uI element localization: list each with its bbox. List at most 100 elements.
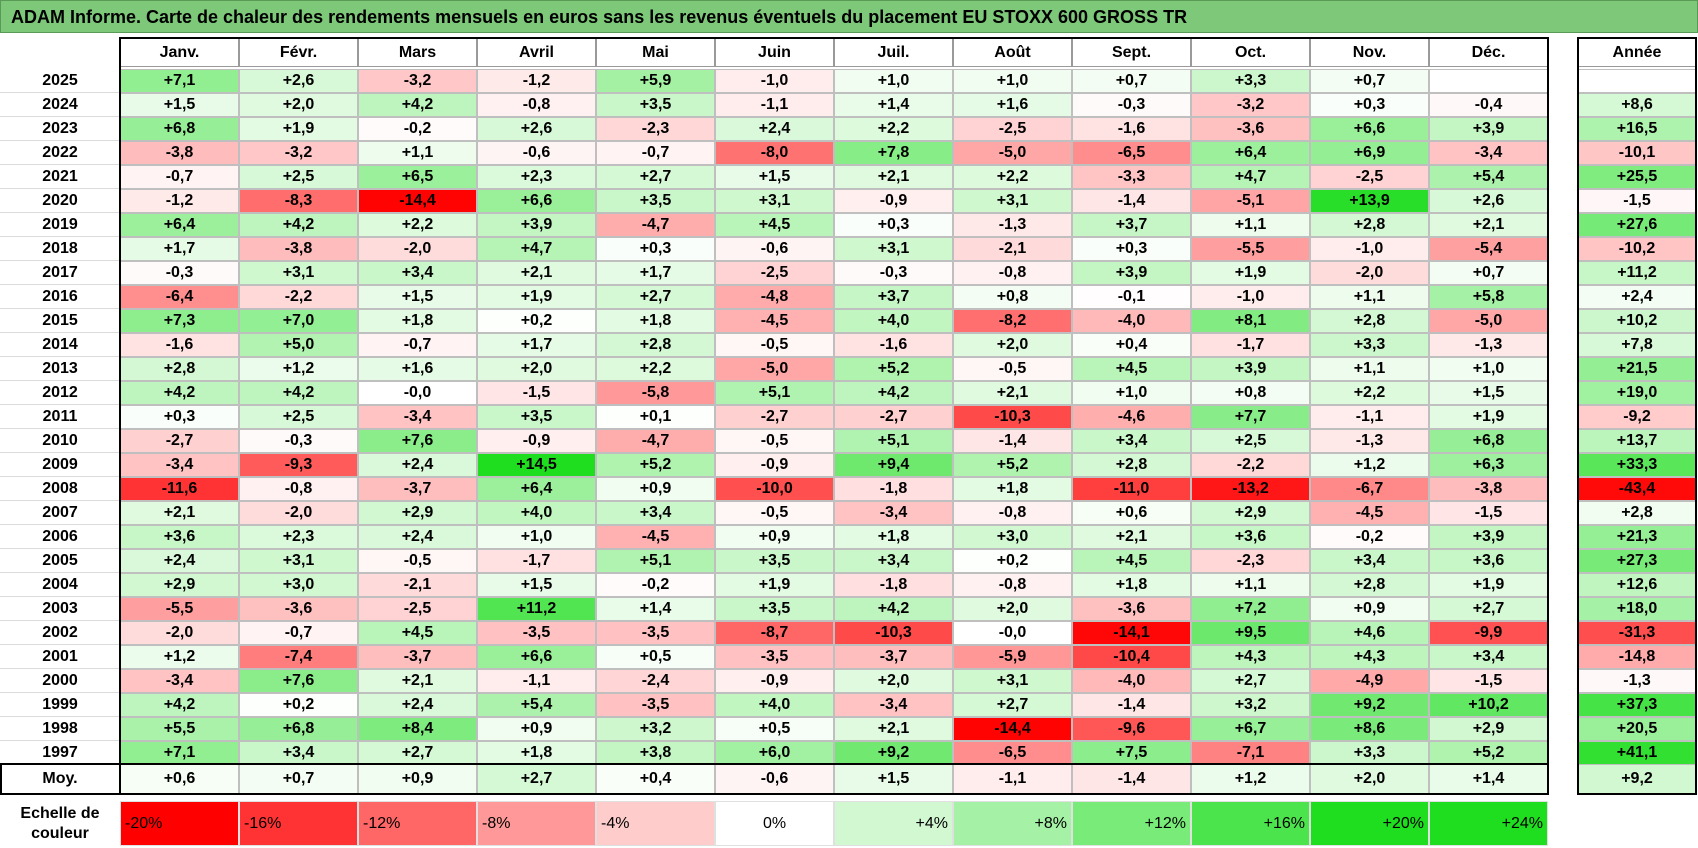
heatmap-cell: -0,8 [953, 573, 1072, 597]
average-cell: +2,7 [477, 764, 596, 794]
heatmap-cell: -3,6 [1072, 597, 1191, 621]
heatmap-cell: +2,7 [1191, 669, 1310, 693]
heatmap-cell: +2,2 [358, 213, 477, 237]
heatmap-cell: +2,0 [953, 333, 1072, 357]
year-label: 2025 [0, 69, 120, 93]
heatmap-cell: +2,7 [358, 741, 477, 765]
year-label: 2022 [0, 141, 120, 165]
heatmap-cell: +0,6 [1072, 501, 1191, 525]
heatmap-cell: -5,5 [120, 597, 239, 621]
scale-cell: +4% [834, 801, 953, 846]
heatmap-cell: +7,8 [834, 141, 953, 165]
heatmap-cell: +4,2 [239, 213, 358, 237]
heatmap-cell: -0,9 [715, 453, 834, 477]
heatmap-cell: -0,5 [953, 357, 1072, 381]
month-header: Déc. [1429, 38, 1548, 67]
heatmap-cell: +1,8 [1072, 573, 1191, 597]
heatmap-cell: +3,0 [239, 573, 358, 597]
heatmap-cell: -2,5 [953, 117, 1072, 141]
heatmap-cell: +1,0 [1072, 381, 1191, 405]
heatmap-cell: +2,8 [596, 333, 715, 357]
heatmap-cell: -3,4 [1429, 141, 1548, 165]
heatmap-cell: -0,5 [715, 429, 834, 453]
heatmap-cell: +3,4 [1429, 645, 1548, 669]
scale-cell: -8% [477, 801, 596, 846]
heatmap-cell: +3,4 [1310, 549, 1429, 573]
heatmap-cell: +2,4 [358, 693, 477, 717]
heatmap-cell: +1,1 [1310, 285, 1429, 309]
heatmap-cell: +8,6 [1310, 717, 1429, 741]
annual-cell: +13,7 [1578, 429, 1696, 453]
heatmap-cell: +5,1 [715, 381, 834, 405]
heatmap-cell: -3,2 [239, 141, 358, 165]
heatmap-cell: +1,0 [834, 69, 953, 93]
heatmap-cell: -0,8 [953, 501, 1072, 525]
heatmap-cell: -0,7 [596, 141, 715, 165]
year-label: 2012 [0, 381, 120, 405]
heatmap-cell: +0,7 [1310, 69, 1429, 93]
heatmap-cell: -2,3 [596, 117, 715, 141]
annual-cell: +21,5 [1578, 357, 1696, 381]
heatmap-cell: -1,1 [715, 93, 834, 117]
month-header: Mars [358, 38, 477, 67]
heatmap-cell: -5,0 [1429, 309, 1548, 333]
heatmap-cell: -6,4 [120, 285, 239, 309]
heatmap-cell: +7,1 [120, 741, 239, 765]
heatmap-cell: +4,2 [834, 597, 953, 621]
heatmap-cell: +4,3 [1310, 645, 1429, 669]
heatmap-cell: -4,7 [596, 429, 715, 453]
heatmap-cell: +1,0 [1429, 357, 1548, 381]
heatmap-cell: +1,8 [477, 741, 596, 765]
heatmap-cell: -7,4 [239, 645, 358, 669]
annual-cell [1578, 69, 1696, 93]
heatmap-cell: -2,7 [120, 429, 239, 453]
heatmap-cell: -3,4 [120, 669, 239, 693]
annual-cell: +21,3 [1578, 525, 1696, 549]
heatmap-cell: -9,6 [1072, 717, 1191, 741]
heatmap-cell: +5,4 [1429, 165, 1548, 189]
year-label: 2017 [0, 261, 120, 285]
scale-cell: +20% [1310, 801, 1429, 846]
heatmap-cell: -0,2 [596, 573, 715, 597]
heatmap-cell: +4,2 [120, 381, 239, 405]
heatmap-cell: +1,5 [1429, 381, 1548, 405]
heatmap-cell: +6,8 [1429, 429, 1548, 453]
annual-cell: +12,6 [1578, 573, 1696, 597]
annual-cell: +16,5 [1578, 117, 1696, 141]
heatmap-cell: +3,2 [596, 717, 715, 741]
annual-cell: +37,3 [1578, 693, 1696, 717]
heatmap-cell: +1,8 [596, 309, 715, 333]
heatmap-cell: +3,5 [596, 189, 715, 213]
heatmap-cell: +3,8 [596, 741, 715, 765]
heatmap-cell: -1,3 [1429, 333, 1548, 357]
heatmap-cell: +2,4 [120, 549, 239, 573]
heatmap-cell: +14,5 [477, 453, 596, 477]
heatmap-cell: -0,9 [715, 669, 834, 693]
heatmap-cell: +1,6 [953, 93, 1072, 117]
heatmap-cell: -1,5 [1429, 669, 1548, 693]
heatmap-cell: +5,1 [834, 429, 953, 453]
heatmap-cell: +4,5 [1072, 357, 1191, 381]
heatmap-cell: +0,3 [596, 237, 715, 261]
heatmap-cell: +2,8 [1310, 309, 1429, 333]
heatmap-cell: +0,4 [1072, 333, 1191, 357]
heatmap-cell: +7,6 [239, 669, 358, 693]
heatmap-cell: -8,2 [953, 309, 1072, 333]
annual-cell: -10,2 [1578, 237, 1696, 261]
heatmap-cell: +2,9 [358, 501, 477, 525]
heatmap-cell: -3,8 [239, 237, 358, 261]
heatmap-cell: -2,3 [1191, 549, 1310, 573]
heatmap-cell: -5,0 [953, 141, 1072, 165]
heatmap-cell: +4,6 [1310, 621, 1429, 645]
heatmap-cell: +3,5 [477, 405, 596, 429]
heatmap-cell: +0,2 [953, 549, 1072, 573]
heatmap-cell: -2,0 [239, 501, 358, 525]
heatmap-cell: +7,7 [1191, 405, 1310, 429]
heatmap-cell: -0,9 [477, 429, 596, 453]
heatmap-cell: +3,9 [1191, 357, 1310, 381]
heatmap-cell: +0,2 [477, 309, 596, 333]
year-label: 1999 [0, 693, 120, 717]
heatmap-cell: -10,3 [953, 405, 1072, 429]
heatmap-cell: +1,8 [834, 525, 953, 549]
annual-cell: -43,4 [1578, 477, 1696, 501]
